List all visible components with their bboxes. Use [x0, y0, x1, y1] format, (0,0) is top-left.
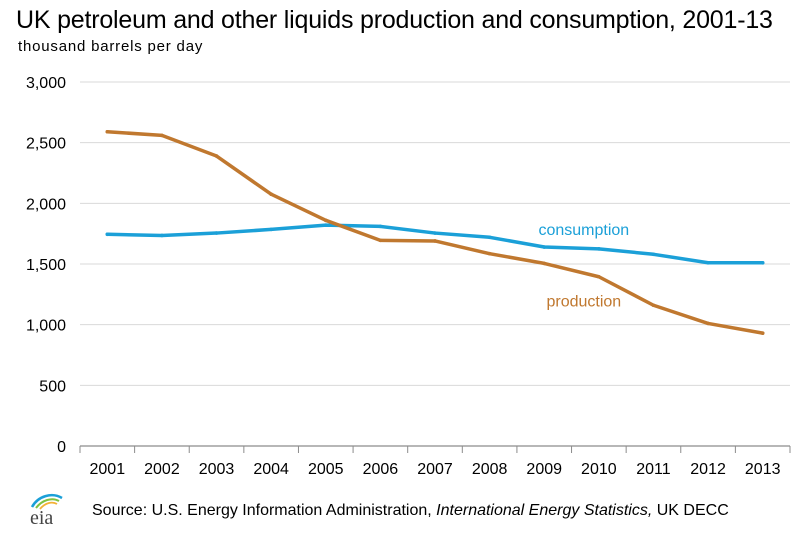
x-tick-label: 2003 [199, 461, 235, 478]
x-tick-label: 2002 [144, 461, 180, 478]
source-suffix: UK DECC [656, 502, 729, 519]
series-consumption-line [105, 223, 765, 265]
logo-text: eia [30, 507, 53, 529]
series-production-point [214, 154, 219, 158]
series-lines [105, 129, 765, 335]
y-tick-label: 2,000 [26, 196, 66, 213]
x-tick-label: 2004 [253, 461, 289, 478]
source-note: Source: U.S. Energy Information Administ… [92, 502, 729, 520]
y-axis-ticks: 0 500 1,000 1,500 2,000 2,500 3,000 [26, 75, 66, 456]
series-production-point [760, 331, 765, 335]
series-consumption-point [651, 252, 656, 257]
series-consumption-point [105, 232, 110, 237]
series-production-point [160, 133, 164, 138]
series-consumption-point [542, 245, 547, 249]
series-consumption-point [378, 224, 383, 229]
series-consumption-point [706, 260, 710, 265]
series-production-point [651, 303, 656, 308]
series-production-point [433, 239, 437, 243]
series-consumption-point [214, 231, 219, 235]
chart-subtitle: thousand barrels per day [18, 38, 204, 55]
chart-title: UK petroleum and other liquids productio… [16, 6, 773, 34]
source-prefix: Source: U.S. Energy Information Administ… [92, 502, 432, 519]
gridlines [80, 81, 790, 386]
x-tick-label: 2010 [581, 461, 617, 478]
x-axis: 2001 2002 2003 2004 2005 2006 2007 2008 2009 2010… [79, 445, 791, 478]
series-consumption-point [433, 231, 437, 235]
series-consumption-point [760, 260, 765, 265]
series-production-point [597, 274, 601, 279]
eia-logo-icon: eia [30, 494, 63, 529]
y-tick-label: 500 [39, 378, 66, 395]
y-tick-label: 2,500 [26, 136, 66, 153]
y-tick-label: 1,500 [26, 257, 66, 274]
series-production-point [105, 129, 110, 134]
x-tick-label: 2005 [308, 461, 344, 478]
x-tick-label: 2011 [636, 461, 671, 478]
x-tick-label: 2001 [90, 461, 126, 478]
x-tick-label: 2008 [472, 461, 508, 478]
series-production-point [487, 251, 492, 256]
y-tick-label: 0 [57, 439, 66, 456]
x-tick-label: 2012 [690, 461, 726, 478]
footer: eia Source: U.S. Energy Information Admi… [26, 490, 786, 530]
series-consumption-point [597, 247, 601, 251]
x-tick-label: 2006 [363, 461, 399, 478]
series-consumption-point [160, 233, 164, 238]
x-tick-label: 2007 [417, 461, 453, 478]
series-consumption-point [323, 223, 328, 227]
y-tick-label: 3,000 [26, 75, 66, 92]
series-label-production: production [546, 294, 621, 311]
x-tick-label: 2009 [526, 461, 562, 478]
series-labels: consumption production [538, 222, 629, 311]
x-tick-label: 2013 [745, 461, 781, 478]
y-tick-label: 1,000 [26, 318, 66, 335]
series-production-point [269, 192, 273, 197]
series-production-point [542, 261, 547, 266]
series-production-point [323, 218, 328, 223]
source-italic: International Energy Statistics, [436, 502, 653, 519]
series-consumption-point [269, 227, 273, 232]
series-label-consumption: consumption [538, 222, 629, 239]
series-production-point [706, 321, 710, 326]
series-consumption-point [487, 235, 492, 240]
series-production-point [378, 238, 383, 243]
